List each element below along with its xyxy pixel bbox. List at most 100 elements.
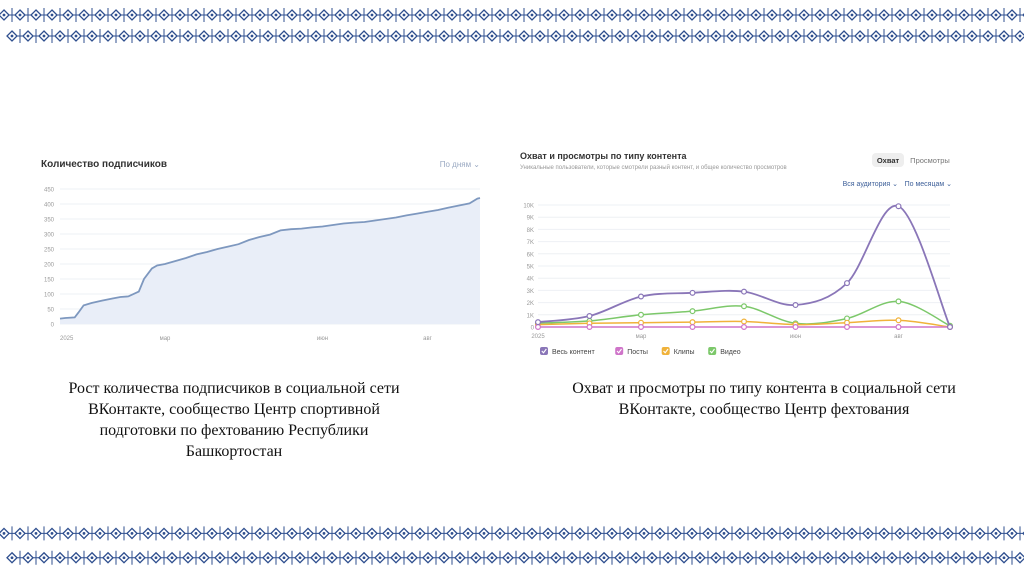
y-tick-label: 6K bbox=[527, 252, 534, 258]
ornament-motif bbox=[566, 29, 583, 43]
ornament-motif bbox=[734, 8, 751, 22]
ornament-motif bbox=[246, 550, 263, 565]
ornament-motif bbox=[910, 8, 927, 22]
ornament-motif bbox=[134, 29, 151, 43]
data-point bbox=[689, 308, 696, 315]
ornament-motif bbox=[662, 550, 679, 565]
ornament-motif bbox=[846, 526, 863, 541]
ornament-motif bbox=[334, 8, 351, 22]
ornament-motif bbox=[470, 29, 487, 43]
ornament-motif bbox=[374, 550, 391, 565]
ornament-motif bbox=[86, 29, 103, 43]
ornament-motif bbox=[126, 526, 143, 541]
y-tick-label: 0 bbox=[51, 323, 55, 329]
ornament-motif bbox=[502, 29, 519, 43]
ornament-motif bbox=[406, 550, 423, 565]
tab-reach[interactable]: Охват bbox=[877, 156, 900, 165]
ornament-motif bbox=[726, 29, 743, 43]
y-tick-label: 3K bbox=[527, 289, 534, 295]
ornament-motif bbox=[430, 526, 447, 541]
ornament-motif bbox=[54, 550, 71, 565]
ornament-motif bbox=[766, 526, 783, 541]
ornament-motif bbox=[318, 526, 335, 541]
ornament-motif bbox=[230, 29, 247, 43]
ornament-motif bbox=[982, 550, 999, 565]
legend-item[interactable]: Весь контент bbox=[540, 347, 595, 356]
ornament-motif bbox=[302, 526, 319, 541]
legend-checkbox[interactable] bbox=[615, 347, 624, 355]
ornament-motif bbox=[478, 8, 495, 22]
ornament-motif bbox=[798, 8, 815, 22]
ornament-motif bbox=[926, 8, 943, 22]
period-selector[interactable]: По дням ⌄ bbox=[440, 160, 480, 169]
ornament-motif bbox=[742, 29, 759, 43]
x-tick-label: авг bbox=[894, 334, 904, 340]
ornament-motif bbox=[0, 526, 15, 541]
ornament-motif bbox=[22, 29, 39, 43]
ornament-motif bbox=[230, 550, 247, 565]
y-tick-label: 200 bbox=[44, 263, 55, 269]
data-point bbox=[638, 293, 645, 300]
ornament-motif bbox=[62, 526, 79, 541]
ornament-motif bbox=[430, 8, 447, 22]
ornament-motif bbox=[822, 29, 839, 43]
ornament-motif bbox=[862, 8, 879, 22]
ornament-motif bbox=[910, 526, 927, 541]
ornament-motif bbox=[102, 550, 119, 565]
ornament-motif bbox=[598, 29, 615, 43]
ornament-motif bbox=[158, 8, 175, 22]
ornament-motif bbox=[942, 8, 959, 22]
tab-views[interactable]: Просмотры bbox=[910, 156, 950, 165]
ornament-motif bbox=[718, 526, 735, 541]
ornament-motif bbox=[278, 550, 295, 565]
legend-checkbox[interactable] bbox=[708, 347, 717, 355]
ornament-motif bbox=[70, 29, 87, 43]
ornament-motif bbox=[206, 8, 223, 22]
data-point bbox=[844, 324, 851, 331]
legend-item[interactable]: Клипы bbox=[661, 347, 695, 356]
ornament-motif bbox=[262, 550, 279, 565]
ornament-motif bbox=[830, 8, 847, 22]
ornament-motif bbox=[398, 526, 415, 541]
y-tick-label: 100 bbox=[44, 293, 55, 299]
ornament-motif bbox=[710, 29, 727, 43]
ornament-motif bbox=[814, 8, 831, 22]
y-tick-label: 350 bbox=[44, 218, 55, 224]
ornament-motif bbox=[998, 550, 1015, 565]
ornament-motif bbox=[438, 29, 455, 43]
ornament-motif bbox=[894, 8, 911, 22]
legend-item[interactable]: Видео bbox=[708, 347, 741, 356]
x-tick-label: мар bbox=[160, 336, 171, 342]
legend-checkbox[interactable] bbox=[661, 347, 670, 355]
ornament-motif bbox=[718, 8, 735, 22]
ornament-motif bbox=[470, 550, 487, 565]
ornament-motif bbox=[942, 526, 959, 541]
ornament-motif bbox=[566, 550, 583, 565]
ornament-motif bbox=[510, 8, 527, 22]
ornament-motif bbox=[702, 8, 719, 22]
ornament-motif bbox=[742, 550, 759, 565]
ornament-motif bbox=[158, 526, 175, 541]
ornament-motif bbox=[630, 29, 647, 43]
ornament-motif bbox=[6, 550, 23, 565]
ornament-motif bbox=[270, 526, 287, 541]
legend-checkbox[interactable] bbox=[540, 347, 548, 355]
subscribers-chart: Количество подписчиков По дням ⌄ 0 50 100 1… bbox=[41, 159, 481, 342]
reach-chart-title: Охват и просмотры по типу контента bbox=[520, 151, 687, 161]
ornament-motif bbox=[854, 550, 871, 565]
ornament-motif bbox=[702, 526, 719, 541]
period-filter[interactable]: По месяцам ⌄ bbox=[905, 181, 952, 188]
y-tick-label: 1K bbox=[527, 313, 534, 319]
subscribers-line bbox=[59, 197, 481, 320]
ornament-motif bbox=[678, 550, 695, 565]
data-point bbox=[792, 324, 799, 331]
ornament-motif bbox=[646, 550, 663, 565]
ornament-motif bbox=[662, 29, 679, 43]
ornament-motif bbox=[246, 29, 263, 43]
ornament-motif bbox=[750, 8, 767, 22]
audience-filter[interactable]: Вся аудитория ⌄ bbox=[843, 181, 898, 188]
legend-item[interactable]: Посты bbox=[615, 347, 648, 356]
ornament-motif bbox=[838, 29, 855, 43]
ornament-motif bbox=[78, 526, 95, 541]
y-tick-label: 400 bbox=[44, 203, 55, 209]
